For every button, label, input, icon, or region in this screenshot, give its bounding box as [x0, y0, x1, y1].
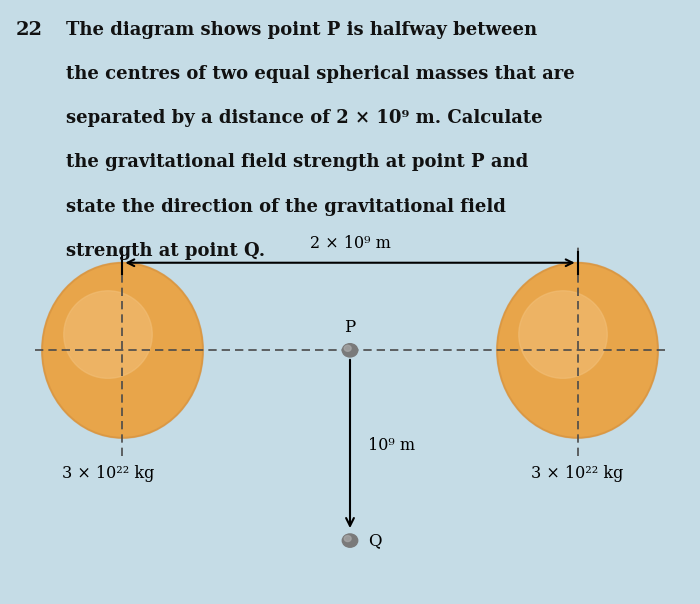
Text: 10⁹ m: 10⁹ m [368, 437, 414, 454]
Circle shape [342, 344, 358, 357]
Text: the gravitational field strength at point P and: the gravitational field strength at poin… [66, 153, 528, 172]
Text: P: P [344, 320, 356, 336]
Circle shape [342, 534, 358, 547]
Text: 3 × 10²² kg: 3 × 10²² kg [62, 465, 155, 482]
Text: 22: 22 [15, 21, 43, 39]
Ellipse shape [70, 294, 191, 425]
Text: state the direction of the gravitational field: state the direction of the gravitational… [66, 198, 506, 216]
Ellipse shape [64, 291, 153, 378]
Text: Q: Q [368, 532, 382, 549]
Text: strength at point Q.: strength at point Q. [66, 242, 265, 260]
Ellipse shape [519, 291, 608, 378]
Text: The diagram shows point P is halfway between: The diagram shows point P is halfway bet… [66, 21, 538, 39]
Circle shape [344, 536, 351, 542]
Text: separated by a distance of 2 × 10⁹ m. Calculate: separated by a distance of 2 × 10⁹ m. Ca… [66, 109, 543, 127]
Ellipse shape [42, 263, 203, 438]
Ellipse shape [525, 294, 646, 425]
Ellipse shape [497, 263, 658, 438]
Text: 3 × 10²² kg: 3 × 10²² kg [531, 465, 624, 482]
Text: 2 × 10⁹ m: 2 × 10⁹ m [309, 235, 391, 252]
Text: the centres of two equal spherical masses that are: the centres of two equal spherical masse… [66, 65, 575, 83]
Circle shape [344, 345, 351, 352]
